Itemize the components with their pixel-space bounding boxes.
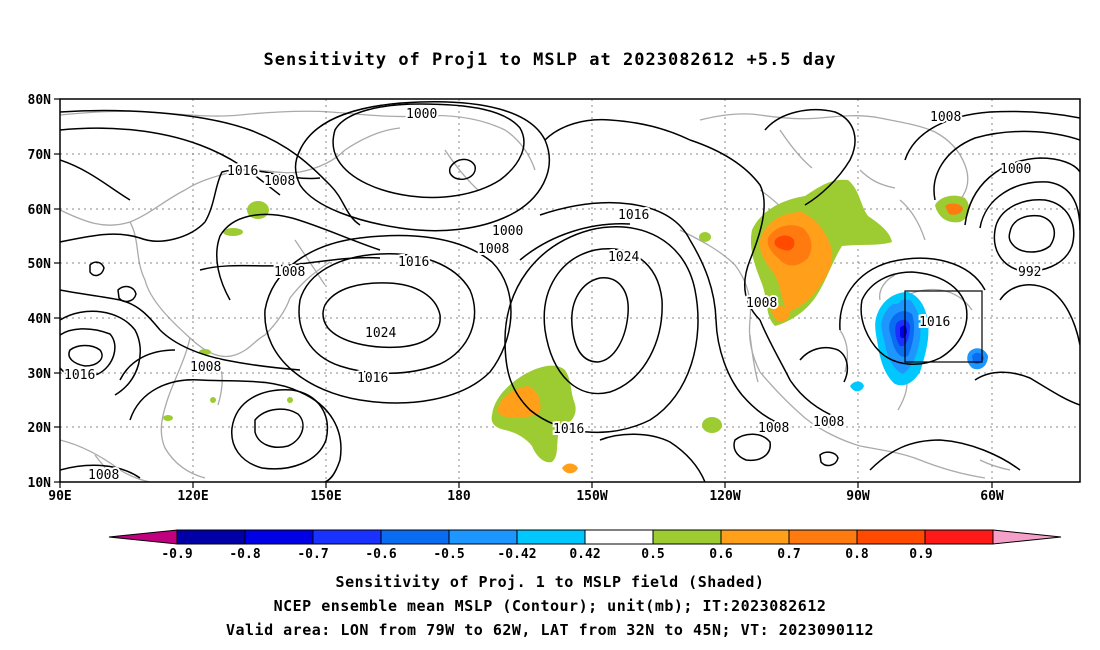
lat-label: 10N [28,476,52,491]
lat-label: 80N [28,93,52,108]
contour-label: 1008 [813,415,844,430]
valid-area-box [904,290,983,363]
colorbar-label: -0.6 [365,547,396,562]
colorbar-swatch [924,529,994,545]
lon-label: 90W [846,489,870,504]
colorbar-swatch [380,529,450,545]
map-frame [59,98,1081,483]
contour-label: 1008 [274,265,305,280]
lon-label: 60W [980,489,1004,504]
lat-label: 50N [28,257,52,272]
colorbar-label: -0.5 [433,547,464,562]
contour-labels: 1000 1008 1016 1008 1000 1008 1016 1024 … [62,105,1043,485]
colorbar-swatch [312,529,382,545]
colorbar-swatch [652,529,722,545]
lon-label: 180 [447,489,471,504]
contour-label: 1008 [190,360,221,375]
colorbar-swatch [244,529,314,545]
colorbar-swatch [856,529,926,545]
contour-label: 1008 [746,296,777,311]
lat-label: 30N [28,367,52,382]
colorbar-swatch [584,529,654,545]
colorbar-label: 0.5 [641,547,664,562]
contour-label: 1024 [608,250,639,265]
colorbar-label: -0.8 [229,547,260,562]
colorbar-label: 0.9 [909,547,932,562]
lon-label: 90E [48,489,71,504]
colorbar-label: 0.7 [777,547,800,562]
colorbar-label: 0.6 [709,547,733,562]
colorbar-label: -0.42 [497,547,536,562]
contour-label: 1008 [478,242,509,257]
longitude-labels: 90E 120E 150E 180 150W 120W 90W 60W [48,489,1004,504]
colorbar-swatch [516,529,586,545]
colorbar-swatch [788,529,858,545]
contour-label: 1016 [398,255,429,270]
latitude-labels: 80N 70N 60N 50N 40N 30N 20N 10N [28,93,52,491]
contour-label: 992 [1018,265,1041,280]
colorbar-swatch [448,529,518,545]
lat-label: 20N [28,421,52,436]
colorbar-label: 0.42 [569,547,600,562]
colorbar-labels: -0.9 -0.8 -0.7 -0.6 -0.5 -0.42 0.42 0.5 … [161,547,932,562]
colorbar-label: 0.8 [845,547,869,562]
colorbar-label: -0.9 [161,547,192,562]
contour-label: 1016 [618,208,649,223]
colorbar-boxes [108,529,1062,545]
contour-label: 1016 [357,371,388,386]
colorbar-arrow-right [992,529,1062,545]
lat-label: 40N [28,312,52,327]
contour-label: 1008 [930,110,961,125]
lon-label: 120E [177,489,208,504]
caption-line-3: Valid area: LON from 79W to 62W, LAT fro… [225,621,875,639]
colorbar-swatch [176,529,246,545]
contour-label: 1016 [553,422,584,437]
contour-label: 1000 [1000,162,1031,177]
contour-label: 1000 [406,107,437,122]
caption-line-1: Sensitivity of Proj. 1 to MSLP field (Sh… [335,573,765,591]
contour-label: 1000 [492,224,523,239]
contour-label: 1008 [264,174,295,189]
contour-label: 1016 [64,368,95,383]
lat-lon-grid [60,99,1080,482]
axis-ticks [54,98,993,488]
mslp-contours [60,101,1080,482]
colorbar-swatch [720,529,790,545]
lon-label: 150E [310,489,341,504]
colorbar-label: -0.7 [297,547,328,562]
contour-label: 1008 [758,421,789,436]
lon-label: 150W [576,489,607,504]
caption-line-2: NCEP ensemble mean MSLP (Contour); unit(… [273,597,827,615]
colorbar-arrow-left [108,529,178,545]
lat-label: 70N [28,148,52,163]
map-title: Sensitivity of Proj1 to MSLP at 20230826… [263,50,837,70]
contour-label: 1016 [227,164,258,179]
contour-label: 1024 [365,326,396,341]
sensitivity-shading [163,179,988,474]
lat-label: 60N [28,203,52,218]
lon-label: 120W [709,489,740,504]
contour-label: 1008 [88,468,119,483]
contour-label: 1016 [919,315,950,330]
